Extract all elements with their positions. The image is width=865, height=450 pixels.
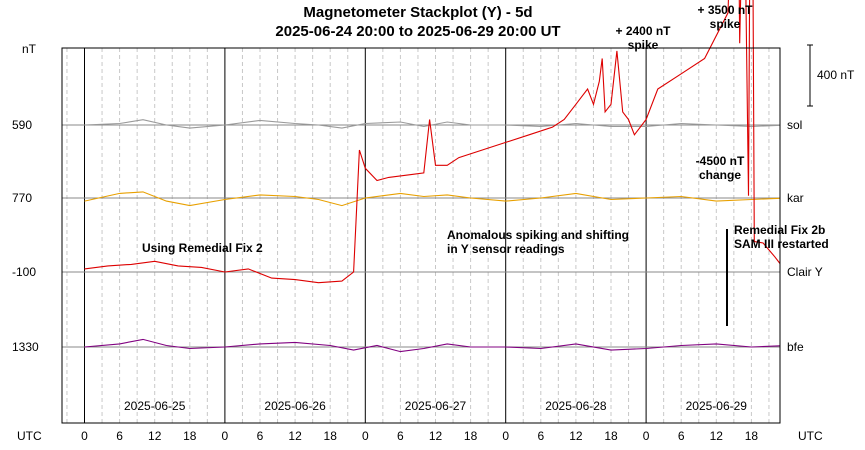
hour-tick-label: 18: [464, 429, 478, 443]
scale-bar-label: 400 nT: [817, 68, 855, 82]
hour-tick-label: 0: [502, 429, 509, 443]
hour-tick-label: 0: [222, 429, 229, 443]
date-label: 2025-06-27: [405, 399, 467, 413]
series-line-clair-y: [84, 0, 780, 284]
hour-tick-label: 0: [81, 429, 88, 443]
baseline-value-label: -100: [12, 265, 36, 279]
y-unit-label: nT: [22, 42, 37, 56]
hour-tick-label: 12: [288, 429, 302, 443]
hour-tick-label: 6: [537, 429, 544, 443]
hour-tick-label: 18: [604, 429, 618, 443]
annotation: Anomalous spiking and shifting in Y senso…: [447, 228, 629, 256]
hour-tick-label: 0: [643, 429, 650, 443]
hour-tick-label: 6: [116, 429, 123, 443]
series-line-kar: [84, 191, 780, 207]
hour-tick-label: 6: [397, 429, 404, 443]
series-name-label: kar: [787, 191, 804, 205]
x-axis-label-right: UTC: [798, 429, 823, 443]
hour-tick-label: 12: [429, 429, 443, 443]
hour-tick-label: 6: [678, 429, 685, 443]
date-label: 2025-06-29: [686, 399, 748, 413]
hour-tick-label: 12: [710, 429, 724, 443]
hour-tick-label: 18: [183, 429, 197, 443]
annotation: Using Remedial Fix 2: [142, 241, 263, 255]
date-label: 2025-06-26: [264, 399, 326, 413]
baseline-value-label: 590: [12, 118, 32, 132]
series-name-label: bfe: [787, 340, 804, 354]
date-label: 2025-06-28: [545, 399, 607, 413]
hour-tick-label: 6: [257, 429, 264, 443]
series-line-bfe: [84, 338, 780, 353]
date-label: 2025-06-25: [124, 399, 186, 413]
hour-tick-label: 12: [148, 429, 162, 443]
series-layer: [84, 0, 780, 353]
series-name-label: Clair Y: [787, 265, 823, 279]
baseline-value-label: 770: [12, 191, 32, 205]
hour-tick-label: 18: [324, 429, 338, 443]
hour-tick-label: 12: [569, 429, 583, 443]
series-name-label: sol: [787, 118, 802, 132]
chart-subtitle: 2025-06-24 20:00 to 2025-06-29 20:00 UT: [275, 23, 560, 40]
baseline-value-label: 1330: [12, 340, 39, 354]
plot-frame: [61, 47, 781, 424]
chart-title: Magnetometer Stackplot (Y) - 5d: [303, 4, 532, 21]
x-axis-label-left: UTC: [17, 429, 42, 443]
grid-layer: [62, 44, 813, 423]
series-line-sol: [84, 119, 780, 129]
annotation: Remedial Fix 2b SAM III restarted: [734, 223, 829, 251]
annotation: -4500 nT change: [696, 154, 745, 182]
hour-tick-label: 18: [745, 429, 759, 443]
annotation: + 3500 nT spike: [697, 3, 753, 31]
label-layer: 0 6 12 18 0 6 12 18 0 6 12 18 0 6 12 18 0 6 12 18 2025-06-25…: [12, 3, 829, 443]
hour-tick-label: 0: [362, 429, 369, 443]
